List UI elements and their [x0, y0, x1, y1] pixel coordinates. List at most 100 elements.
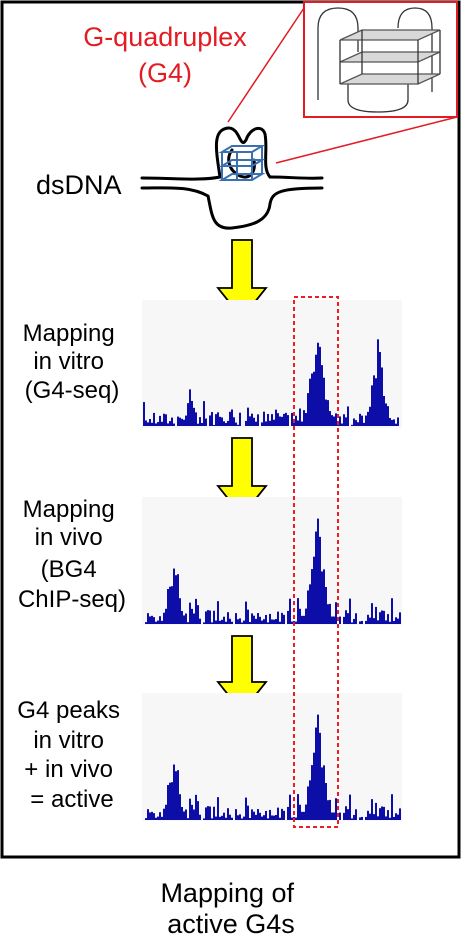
signal-bar: [331, 616, 333, 624]
signal-bar: [361, 816, 363, 820]
signal-bar: [305, 608, 307, 624]
signal-bar: [395, 617, 397, 624]
signal-bar: [367, 411, 369, 426]
signal-bar: [163, 612, 165, 624]
signal-bar: [247, 609, 249, 624]
signal-bar: [219, 816, 221, 820]
signal-bar: [331, 415, 333, 426]
signal-bar: [245, 797, 247, 820]
signal-bar: [359, 413, 361, 426]
signal-bar: [381, 367, 383, 426]
signal-bar: [297, 598, 299, 624]
signal-bar: [243, 816, 245, 820]
signal-bar: [325, 587, 327, 624]
signal-bar: [377, 620, 379, 624]
signal-bar: [189, 602, 191, 624]
signal-bar: [389, 817, 391, 820]
signal-bar: [183, 419, 185, 426]
signal-bar: [279, 817, 281, 820]
signal-bar: [393, 419, 395, 426]
signal-bar: [299, 804, 301, 820]
signal-bar: [179, 417, 181, 426]
signal-bar: [155, 817, 157, 820]
signal-bar: [349, 794, 351, 820]
signal-bar: [349, 598, 351, 624]
signal-bar: [147, 613, 149, 624]
signal-bar: [329, 411, 331, 426]
g4-title-line2: (G4): [138, 58, 192, 88]
signal-bar: [179, 598, 181, 624]
signal-bar: [361, 620, 363, 624]
signal-bar: [379, 352, 381, 426]
signal-bar: [167, 589, 169, 624]
signal-bar: [207, 610, 209, 624]
signal-bar: [373, 814, 375, 820]
signal-bar: [157, 816, 159, 820]
signal-bar: [191, 804, 193, 820]
signal-bar: [375, 802, 377, 820]
signal-bar: [371, 385, 373, 426]
track-1-background: [142, 300, 402, 428]
signal-bar: [351, 818, 353, 820]
signal-bar: [195, 412, 197, 426]
signal-bar: [257, 809, 259, 820]
signal-bar: [209, 415, 211, 426]
signal-bar: [269, 613, 271, 624]
signal-bar: [259, 812, 261, 820]
signal-bar: [391, 598, 393, 624]
signal-bar: [283, 413, 285, 426]
signal-bar: [389, 417, 391, 426]
signal-bar: [321, 571, 323, 624]
signal-bar: [283, 614, 285, 624]
signal-bar: [211, 412, 213, 426]
signal-bar: [327, 400, 329, 426]
signal-bar: [365, 415, 367, 426]
signal-bar: [193, 613, 195, 624]
signal-bar: [315, 531, 317, 624]
signal-bar: [175, 575, 177, 624]
signal-bar: [169, 782, 171, 820]
signal-bar: [281, 416, 283, 426]
signal-bar: [343, 616, 345, 624]
signal-bar: [183, 811, 185, 820]
signal-bar: [213, 424, 215, 426]
signal-bar: [273, 815, 275, 820]
dna-g4-quartets: [218, 145, 266, 181]
signal-bar: [277, 611, 279, 624]
signal-bar: [247, 407, 249, 426]
track-3-label-line-2: in vitro: [33, 727, 104, 754]
signal-bar: [321, 365, 323, 426]
signal-bar: [149, 616, 151, 624]
signal-bar: [329, 799, 331, 820]
track-2-label: Mapping in vivo (BG4 ChIP-seq): [18, 496, 126, 613]
signal-bar: [305, 413, 307, 426]
signal-bar: [235, 422, 237, 426]
signal-bar: [165, 414, 167, 426]
outer-frame: [0, 0, 461, 859]
signal-bar: [313, 556, 315, 624]
signal-bar: [215, 620, 217, 624]
signal-bar: [199, 618, 201, 624]
signal-bar: [255, 814, 257, 820]
signal-bar: [213, 610, 215, 624]
signal-bar: [289, 598, 291, 624]
signal-bar: [197, 423, 199, 426]
signal-bar: [393, 620, 395, 624]
signal-bar: [229, 411, 231, 426]
signal-bar: [355, 613, 357, 624]
signal-bar: [305, 804, 307, 820]
caption-line-2: active G4s: [167, 909, 295, 939]
signal-bar: [287, 610, 289, 624]
signal-bar: [303, 410, 305, 426]
signal-bar: [333, 616, 335, 624]
signal-bar: [399, 808, 401, 820]
signal-bar: [365, 620, 367, 624]
signal-bar: [325, 399, 327, 426]
signal-bar: [383, 395, 385, 426]
signal-bar: [311, 765, 313, 820]
signal-bar: [297, 794, 299, 820]
signal-bar: [249, 416, 251, 426]
signal-bar: [149, 812, 151, 820]
signal-bar: [361, 415, 363, 426]
signal-bar: [327, 604, 329, 624]
